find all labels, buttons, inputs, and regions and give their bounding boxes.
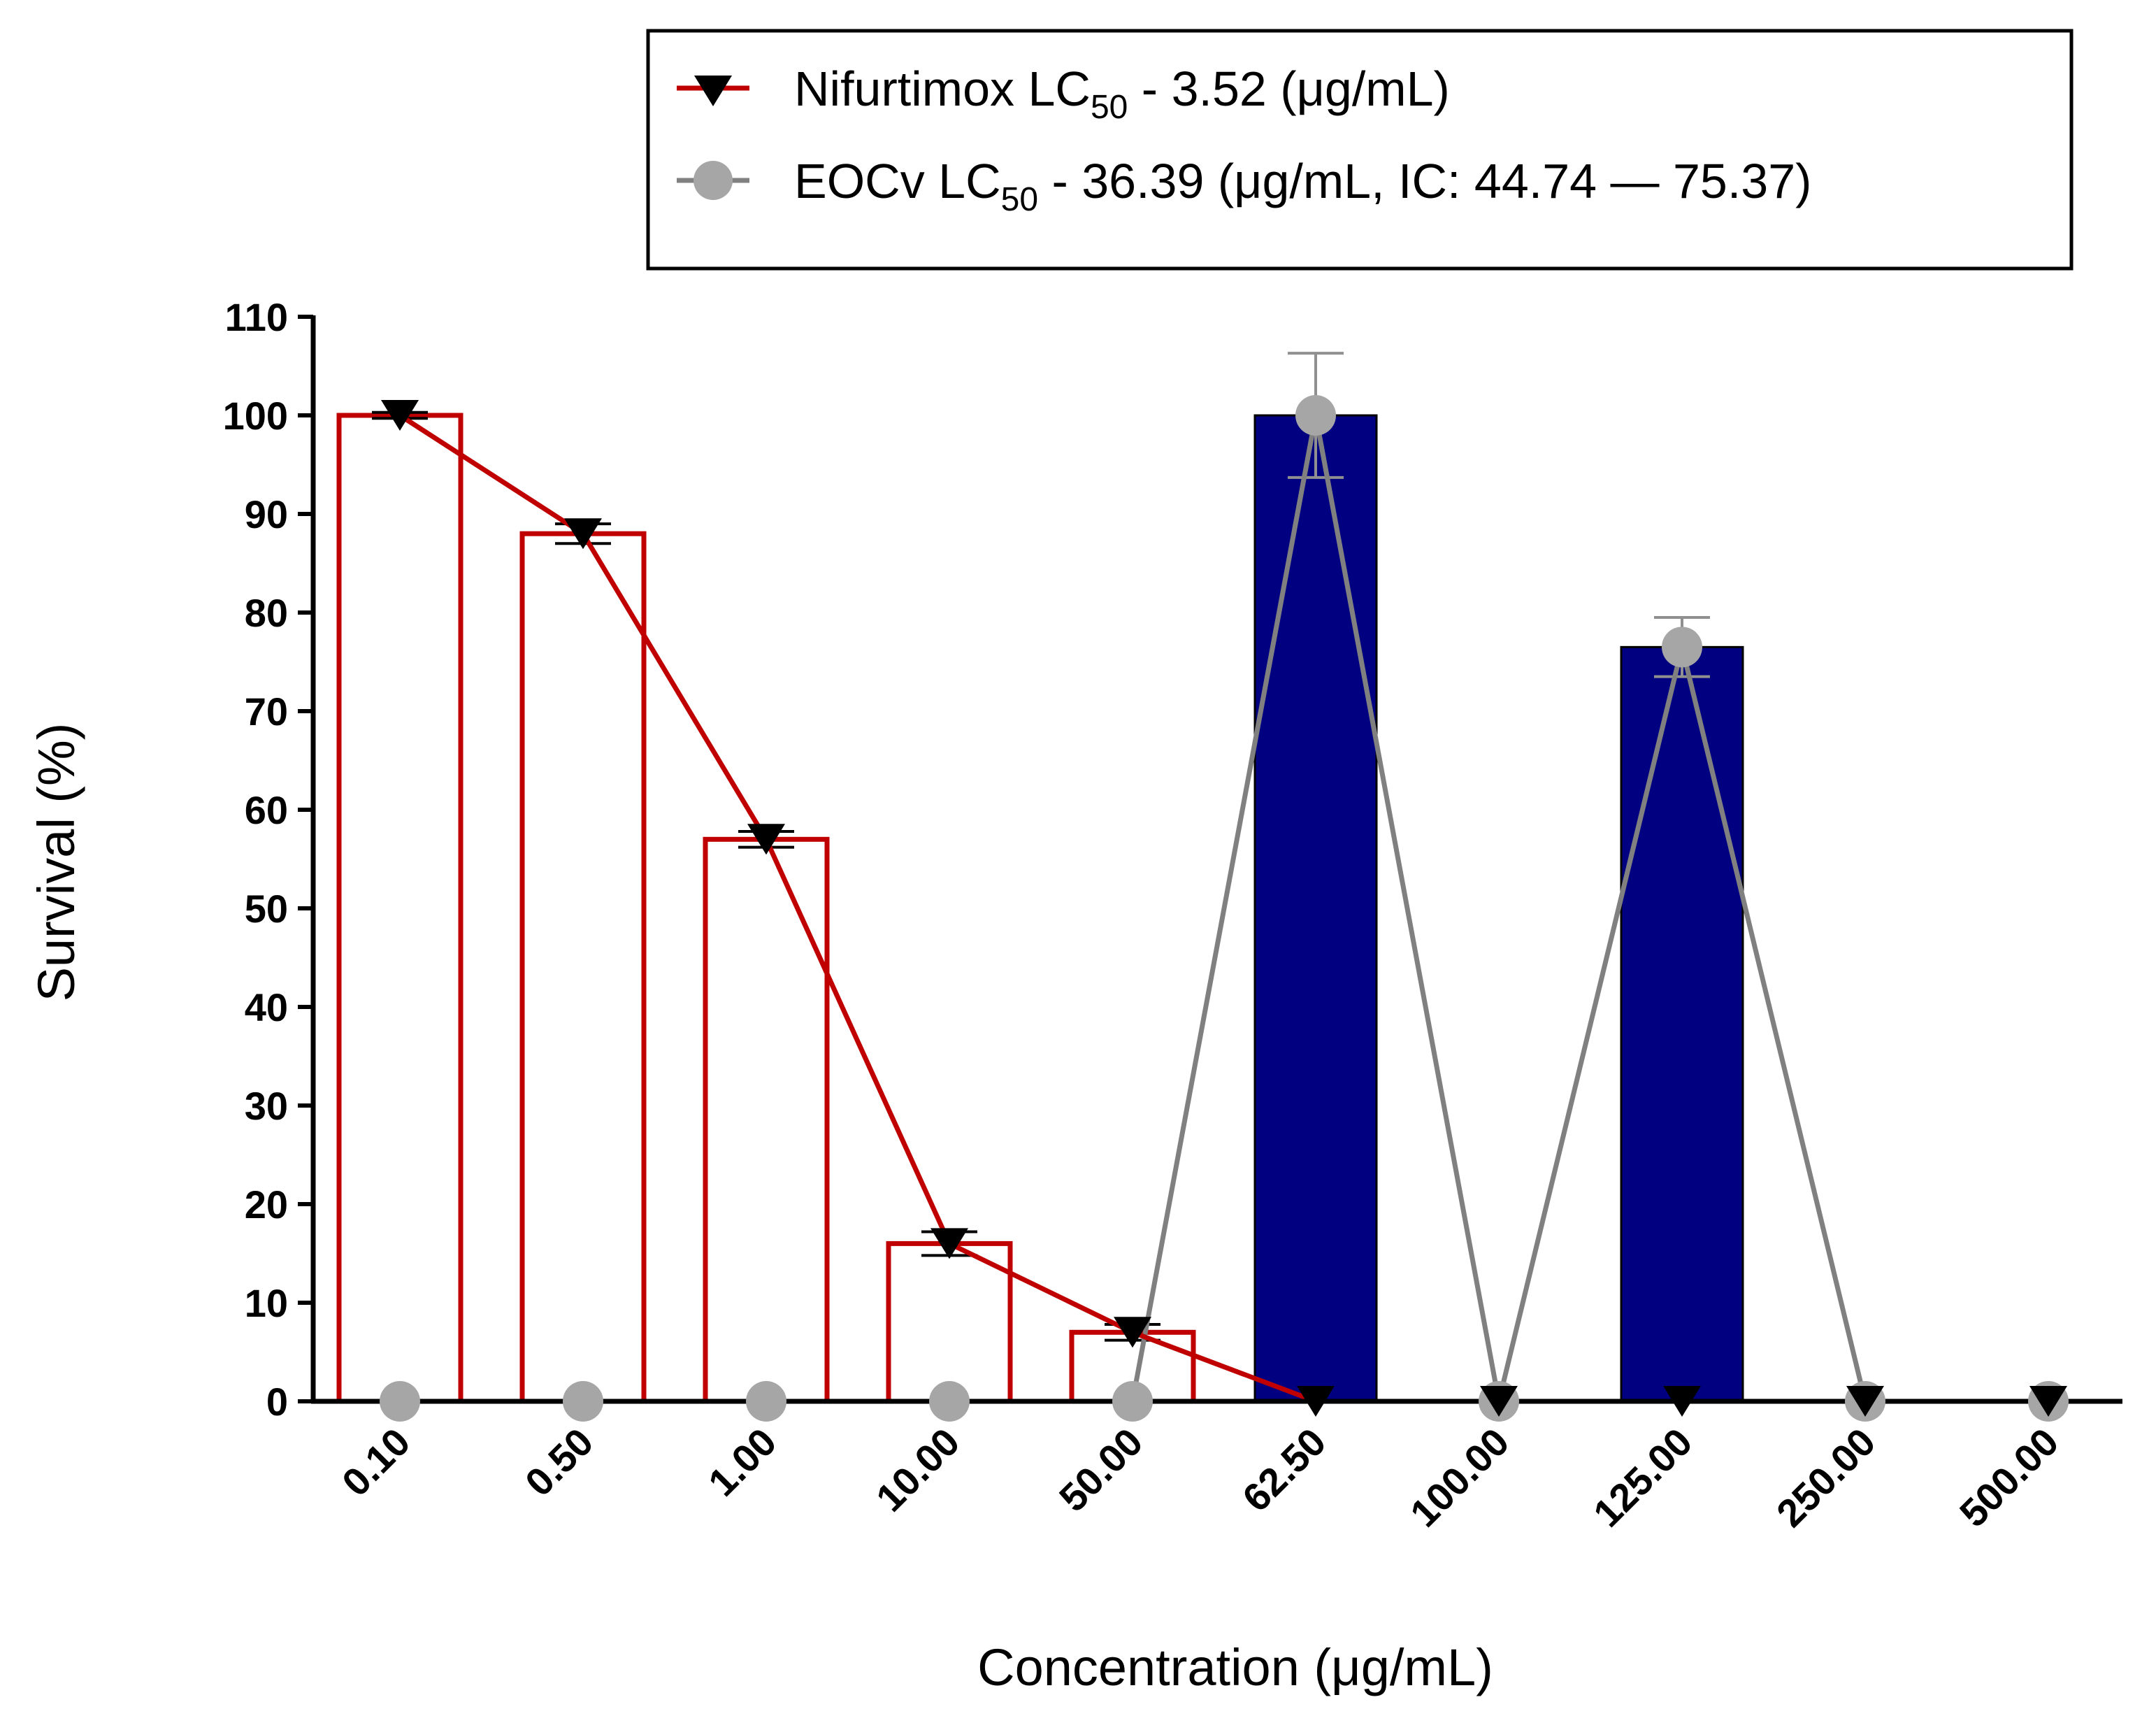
legend-marker-eocv	[693, 161, 733, 200]
legend-nifurtimox-suffix: - 3.52 (μg/mL)	[1128, 62, 1449, 116]
marker-nifurtimox	[2029, 1386, 2067, 1417]
x-axis-title: Concentration (μg/mL)	[977, 1638, 1493, 1696]
bars	[336, 413, 1744, 1404]
x-tick-label: 62.50	[1234, 1420, 1335, 1520]
series-markers	[380, 395, 2069, 1422]
y-tick-label: 50	[245, 887, 288, 931]
y-axis: 0 10 20 30 40 50 60 70 80 90 100 110	[223, 295, 316, 1424]
x-tick-label: 50.00	[1051, 1420, 1151, 1520]
legend-eocv-suffix: - 36.39 (μg/mL, IC: 44.74 — 75.37)	[1038, 154, 1811, 208]
x-tick-label: 250.00	[1768, 1420, 1884, 1536]
legend-nifurtimox-prefix: Nifurtimox LC	[794, 62, 1091, 116]
y-tick-label: 40	[245, 985, 288, 1029]
x-tick-label: 0.10	[333, 1420, 419, 1505]
y-tick-label: 100	[223, 394, 288, 438]
marker-eocv	[1112, 1381, 1153, 1422]
series-lines	[398, 413, 2048, 1404]
legend-label-eocv: EOCv LC50 - 36.39 (μg/mL, IC: 44.74 — 75…	[794, 154, 1811, 218]
bar-eocv	[1620, 645, 1744, 1403]
y-tick-label: 90	[245, 492, 288, 536]
x-tick-labels: 0.10 0.50 1.00 10.00 50.00 62.50 100.00 125.00 2…	[333, 1420, 2067, 1536]
y-axis-title: Survival (%)	[27, 723, 85, 1002]
line-eocv	[400, 413, 2048, 1404]
legend-box	[646, 29, 2074, 271]
bar-nifurtimox	[336, 413, 463, 1404]
marker-nifurtimox	[1663, 1386, 1701, 1417]
marker-eocv	[380, 1381, 420, 1422]
marker-nifurtimox	[930, 1228, 968, 1259]
marker-eocv	[929, 1381, 970, 1422]
legend-eocv-prefix: EOCv LC	[794, 154, 1001, 208]
bar-eocv	[1253, 414, 1378, 1403]
legend-label-nifurtimox: Nifurtimox LC50 - 3.52 (μg/mL)	[794, 62, 1450, 126]
legend-marker-nifurtimox	[694, 76, 732, 106]
marker-eocv	[563, 1381, 603, 1422]
bar-nifurtimox	[703, 836, 830, 1404]
x-tick-label: 10.00	[868, 1420, 968, 1520]
marker-nifurtimox	[564, 518, 602, 550]
x-tick-label: 0.50	[517, 1420, 602, 1505]
x-tick-label: 125.00	[1585, 1420, 1701, 1536]
y-tick-label: 20	[245, 1182, 288, 1227]
x-tick-label: 500.00	[1951, 1420, 2067, 1536]
y-tick-label: 30	[245, 1084, 288, 1128]
marker-eocv	[1662, 627, 1702, 668]
bar-nifurtimox	[519, 531, 647, 1404]
y-tick-label: 70	[245, 689, 288, 734]
marker-nifurtimox	[747, 824, 785, 855]
marker-eocv	[746, 1381, 786, 1422]
marker-nifurtimox	[1480, 1386, 1518, 1417]
y-tick-label: 10	[245, 1281, 288, 1325]
marker-nifurtimox	[1846, 1386, 1884, 1417]
marker-nifurtimox	[1297, 1386, 1335, 1417]
bar-nifurtimox	[886, 1240, 1013, 1404]
marker-nifurtimox	[1114, 1317, 1151, 1348]
x-tick-label: 1.00	[700, 1420, 785, 1505]
x-tick-label: 100.00	[1402, 1420, 1518, 1536]
marker-nifurtimox	[381, 400, 419, 431]
marker-eocv	[1295, 395, 1336, 436]
y-tick-label: 110	[225, 295, 288, 339]
y-tick-label: 80	[245, 591, 288, 635]
legend-nifurtimox-sub: 50	[1091, 89, 1128, 126]
legend-eocv-sub: 50	[1001, 181, 1038, 218]
y-tick-label: 0	[266, 1380, 288, 1424]
y-tick-label: 60	[245, 788, 288, 832]
error-bars	[372, 352, 1710, 1342]
legend: Nifurtimox LC50 - 3.52 (μg/mL) EOCv LC50…	[646, 29, 2074, 271]
